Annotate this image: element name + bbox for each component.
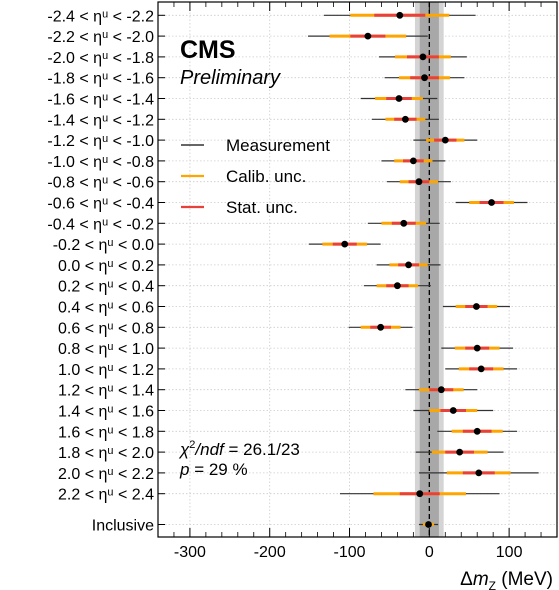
data-marker (395, 95, 403, 102)
legend-label: Calib. unc. (226, 167, 306, 186)
data-point-group (415, 448, 504, 456)
data-marker (456, 448, 464, 456)
data-marker (419, 53, 427, 61)
data-marker (441, 136, 449, 144)
chi2-annotation: χ2/ndf = 26.1/23 (178, 439, 300, 459)
data-point-group (323, 11, 476, 19)
category-label: 0.0 < ηᵘ < 0.2 (58, 258, 154, 275)
data-point-group (413, 136, 478, 144)
category-label: -2.4 < ηᵘ < -2.2 (47, 8, 154, 25)
category-label: -1.2 < ηᵘ < -1.0 (47, 133, 154, 150)
x-axis-label: ΔmZ (MeV) (460, 569, 553, 590)
data-marker (473, 344, 481, 352)
category-label: 0.4 < ηᵘ < 0.6 (58, 300, 154, 317)
category-label: 0.6 < ηᵘ < 0.8 (58, 320, 154, 337)
data-point-group (387, 178, 451, 186)
data-point-group (442, 303, 510, 310)
data-point-group (308, 32, 428, 40)
category-label: -1.4 < ηᵘ < -1.2 (47, 112, 154, 129)
data-marker (421, 74, 428, 82)
data-marker (473, 303, 480, 310)
uncertainty-band (414, 2, 444, 537)
data-marker (425, 521, 432, 528)
category-label: -1.0 < ηᵘ < -0.8 (47, 154, 154, 171)
category-label: 0.2 < ηᵘ < 0.4 (58, 279, 154, 296)
category-label: -0.8 < ηᵘ < -0.6 (47, 175, 154, 192)
plot-frame (157, 1, 558, 538)
category-label: 1.0 < ηᵘ < 1.2 (58, 362, 154, 379)
data-point-group (455, 199, 528, 206)
data-marker (409, 157, 417, 165)
data-marker (473, 427, 481, 435)
data-marker (488, 199, 495, 206)
data-marker (416, 490, 424, 498)
data-points (308, 11, 539, 528)
x-tick-label: -100 (334, 544, 366, 561)
category-label: Inclusive (92, 518, 154, 535)
data-marker (437, 386, 445, 394)
legend-label: Measurement (226, 136, 330, 155)
x-tick-label: -200 (254, 544, 286, 561)
category-label: 1.2 < ηᵘ < 1.4 (58, 383, 154, 400)
category-label: 1.8 < ηᵘ < 2.0 (58, 445, 154, 462)
data-marker (394, 282, 401, 290)
data-point-group (381, 157, 446, 165)
data-marker (377, 323, 385, 331)
data-point-group (339, 490, 500, 498)
category-label: 2.0 < ηᵘ < 2.2 (58, 466, 154, 483)
data-point-group (405, 386, 478, 394)
category-label: -0.6 < ηᵘ < -0.4 (47, 196, 154, 213)
data-marker (364, 32, 372, 40)
category-label: -1.6 < ηᵘ < -1.4 (47, 92, 154, 109)
category-label: -2.2 < ηᵘ < -2.0 (47, 29, 154, 46)
data-point-group (418, 521, 439, 528)
axes: -300 -200 -100 0 100 (157, 1, 558, 561)
category-label: 1.4 < ηᵘ < 1.6 (58, 404, 154, 421)
cms-title: CMS (180, 36, 236, 64)
data-point-group (413, 407, 494, 414)
category-label: 1.6 < ηᵘ < 1.8 (58, 424, 154, 441)
data-point-group (363, 282, 431, 290)
data-point-group (371, 115, 439, 123)
data-marker (415, 178, 423, 186)
data-point-group (441, 344, 514, 352)
data-point-group (360, 95, 438, 102)
data-marker (400, 219, 408, 227)
data-point-group (379, 53, 467, 61)
category-label: -0.4 < ηᵘ < -0.2 (47, 216, 154, 233)
category-label: -0.2 < ηᵘ < 0.0 (53, 237, 154, 254)
data-marker (475, 469, 483, 477)
x-tick-label: 100 (496, 544, 523, 561)
legend: Measurement Calib. unc. Stat. unc. (181, 136, 330, 217)
data-point-group (348, 323, 413, 331)
x-tick-label: 0 (425, 544, 434, 561)
category-label: 2.2 < ηᵘ < 2.4 (58, 487, 154, 504)
data-point-group (308, 240, 381, 248)
data-marker (405, 261, 412, 269)
data-marker (401, 115, 409, 123)
cms-subtitle: Preliminary (180, 67, 281, 89)
grid (158, 2, 557, 537)
category-label: -2.0 < ηᵘ < -1.8 (47, 50, 154, 67)
legend-label: Stat. unc. (226, 198, 298, 217)
data-point-group (445, 365, 518, 373)
category-label: 0.8 < ηᵘ < 1.0 (58, 341, 154, 358)
data-marker (477, 365, 485, 373)
data-marker (341, 240, 349, 248)
data-point-group (367, 219, 440, 227)
data-marker (449, 407, 457, 414)
data-point-group (437, 427, 518, 435)
category-label: -1.8 < ηᵘ < -1.6 (47, 71, 154, 88)
x-tick-label: -300 (174, 544, 206, 561)
category-labels: -2.4 < ηᵘ < -2.2 -2.2 < ηᵘ < -2.0 -2.0 < η… (47, 8, 165, 535)
data-point-group (384, 74, 465, 82)
data-point-group (418, 469, 539, 477)
p-value-annotation: p = 29 % (179, 460, 248, 479)
data-marker (396, 11, 404, 19)
data-point-group (376, 261, 441, 269)
